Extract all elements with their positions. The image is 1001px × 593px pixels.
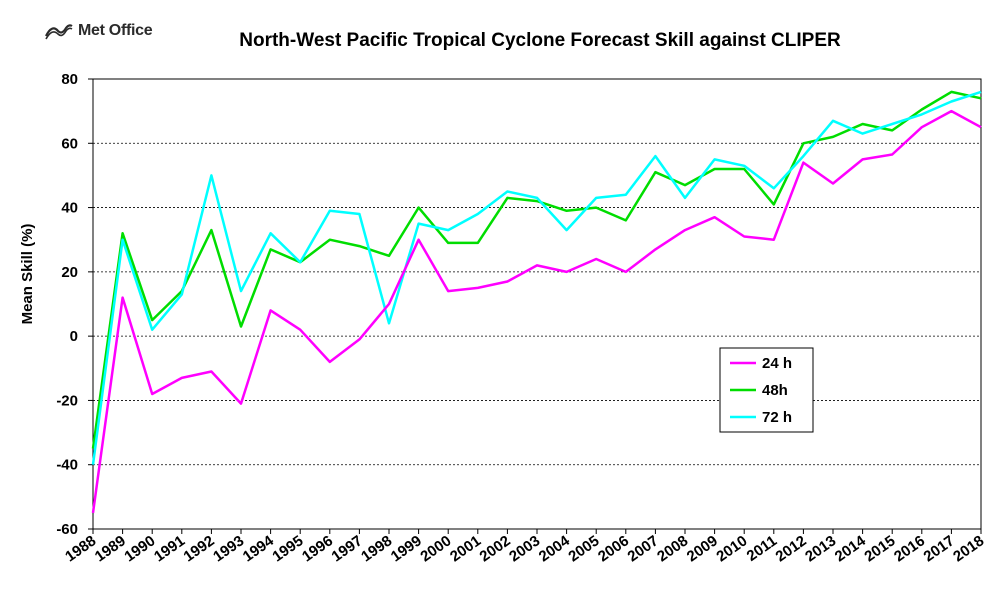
- y-tick-label: 0: [70, 328, 78, 345]
- y-tick-label: -20: [56, 392, 78, 409]
- x-tick-label: 2007: [625, 532, 662, 565]
- x-tick-label: 2011: [744, 532, 780, 565]
- x-tick-label: 1998: [358, 532, 395, 565]
- series-line-48h: [91, 90, 982, 449]
- x-tick-label: 2016: [891, 532, 928, 565]
- y-tick-label: -60: [56, 521, 78, 538]
- plot-area-border: [92, 78, 982, 530]
- x-tick-label: 2002: [477, 532, 514, 565]
- x-tick-label: 2010: [713, 532, 750, 565]
- met-office-logo: Met Office: [44, 22, 153, 40]
- x-tick-label: 1999: [388, 532, 425, 565]
- y-axis-label: Mean Skill (%): [19, 224, 36, 325]
- x-tick-label: 2006: [595, 532, 632, 565]
- x-tick-label: 2017: [921, 532, 958, 565]
- legend-label: 24 h: [762, 355, 792, 372]
- x-tick-label: 2000: [417, 532, 454, 565]
- series-line-24h: [91, 109, 982, 514]
- chart-title: North-West Pacific Tropical Cyclone Fore…: [239, 30, 841, 51]
- x-tick-label: 1990: [121, 532, 158, 565]
- logo-text: Met Office: [78, 22, 153, 39]
- series-line-72h: [91, 90, 982, 465]
- y-tick-label: -40: [56, 457, 78, 474]
- y-tick-label: 40: [61, 200, 78, 217]
- x-tick-label: 1993: [210, 532, 247, 565]
- x-tick-label: 2012: [773, 532, 810, 565]
- x-tick-label: 2001: [447, 532, 484, 565]
- x-tick-label: 2003: [506, 532, 543, 565]
- x-tick-label: 2013: [802, 532, 839, 565]
- y-tick-label: 80: [61, 71, 78, 88]
- y-tick-label: 60: [61, 135, 78, 152]
- x-tick-label: 2015: [861, 532, 898, 565]
- x-tick-label: 2018: [950, 532, 987, 565]
- x-tick-label: 2009: [684, 532, 721, 565]
- x-tick-label: 1992: [181, 532, 218, 565]
- x-tick-label: 2005: [565, 532, 602, 565]
- x-tick-label: 2008: [654, 532, 691, 565]
- x-tick-label: 1989: [92, 532, 129, 565]
- x-tick-label: 1991: [151, 532, 188, 565]
- met-office-logo-icon: [45, 24, 73, 40]
- legend-label: 48h: [762, 382, 788, 399]
- x-tick-label: 1997: [329, 532, 366, 565]
- x-tick-label: 1995: [269, 532, 306, 565]
- legend-label: 72 h: [762, 409, 792, 426]
- x-tick-label: 1996: [299, 532, 336, 565]
- y-tick-label: 20: [61, 264, 78, 281]
